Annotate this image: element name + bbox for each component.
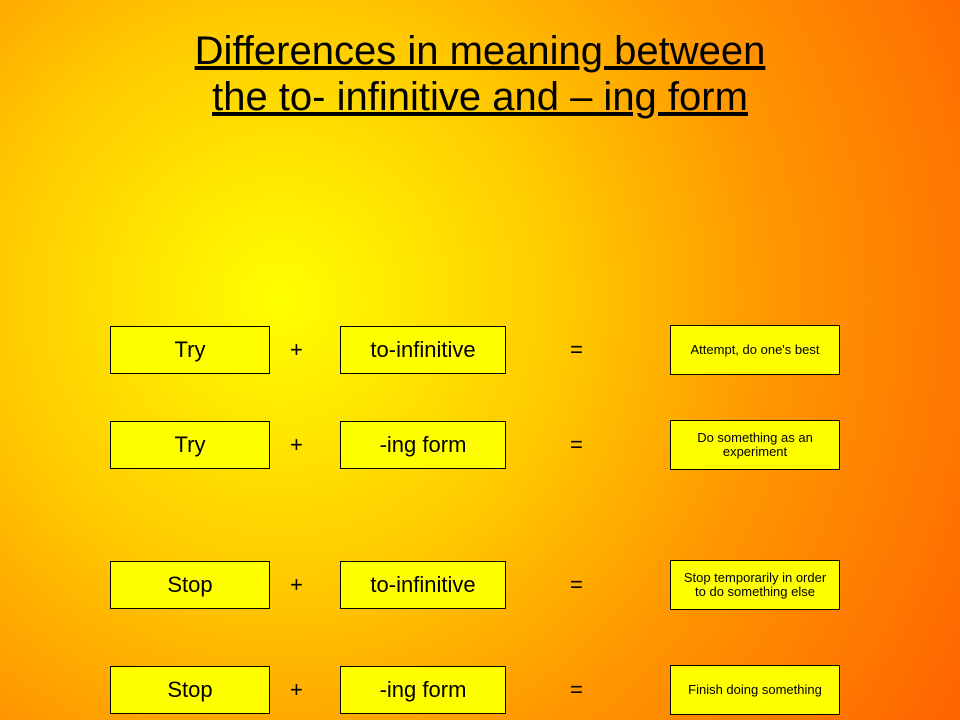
- form-box: -ing form: [340, 421, 506, 469]
- plus-operator: +: [290, 572, 303, 598]
- verb-box: Stop: [110, 561, 270, 609]
- meaning-box: Attempt, do one's best: [670, 325, 840, 375]
- meaning-box: Do something as an experiment: [670, 420, 840, 470]
- plus-operator: +: [290, 677, 303, 703]
- equals-operator: =: [570, 677, 583, 703]
- slide-content: Differences in meaning betweenthe to- in…: [0, 0, 960, 720]
- page-title: Differences in meaning betweenthe to- in…: [0, 0, 960, 120]
- equation-row: Stop + to-infinitive = Stop temporarily in o…: [0, 560, 960, 610]
- plus-operator: +: [290, 432, 303, 458]
- meaning-box: Stop temporarily in order to do somethin…: [670, 560, 840, 610]
- form-box: to-infinitive: [340, 561, 506, 609]
- equation-row: Try + -ing form = Do something as an experim…: [0, 420, 960, 470]
- verb-box: Try: [110, 421, 270, 469]
- equals-operator: =: [570, 337, 583, 363]
- form-box: -ing form: [340, 666, 506, 714]
- verb-box: Stop: [110, 666, 270, 714]
- equation-row: Stop + -ing form = Finish doing something: [0, 665, 960, 715]
- form-box: to-infinitive: [340, 326, 506, 374]
- verb-box: Try: [110, 326, 270, 374]
- meaning-box: Finish doing something: [670, 665, 840, 715]
- equals-operator: =: [570, 432, 583, 458]
- plus-operator: +: [290, 337, 303, 363]
- equals-operator: =: [570, 572, 583, 598]
- equation-row: Try + to-infinitive = Attempt, do one's best: [0, 325, 960, 375]
